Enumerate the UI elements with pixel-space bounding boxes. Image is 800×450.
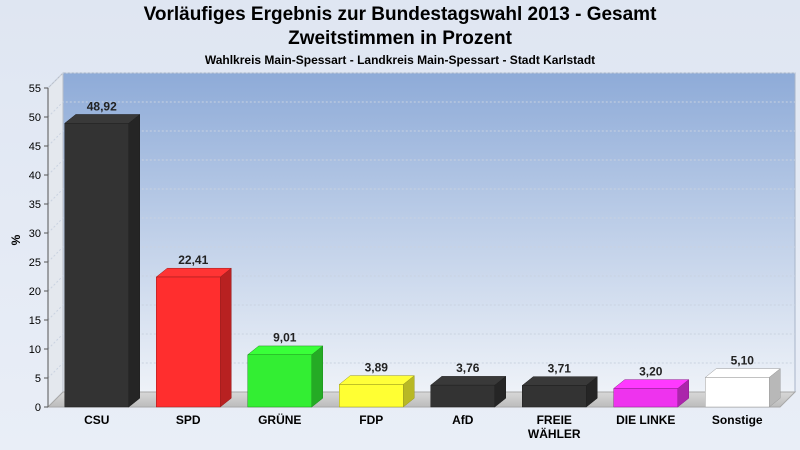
bar-value-label: 3,89 — [365, 360, 389, 374]
bar-4 — [430, 375, 507, 408]
grid-line — [47, 333, 795, 350]
y-tick-label: 35 — [29, 199, 41, 211]
y-axis: 0 5 10 15 20 25 30 35 40 45 50 55% — [9, 83, 49, 414]
x-tick-label: FREIE — [537, 413, 572, 427]
bar-1 — [155, 267, 232, 408]
y-tick-label: 55 — [29, 83, 41, 95]
grid-line — [47, 130, 795, 147]
bar-value-label: 3,20 — [639, 364, 663, 378]
grid-lines — [47, 72, 795, 379]
y-tick-label: 30 — [29, 228, 41, 240]
bar-value-label: 9,01 — [273, 331, 297, 345]
x-tick-label: FDP — [359, 413, 383, 427]
bar-side — [220, 267, 232, 408]
y-tick-label: 0 — [35, 402, 41, 414]
grid-line — [47, 304, 795, 321]
bar-front — [705, 377, 770, 408]
grid-line — [47, 275, 795, 292]
y-axis-label: % — [9, 234, 23, 245]
grid-line — [47, 362, 795, 379]
bar-top — [247, 345, 324, 355]
x-tick-label: CSU — [84, 413, 109, 427]
bar-top — [155, 267, 232, 278]
grid-line — [47, 246, 795, 263]
chart-title-line2: Zweitstimmen in Prozent — [288, 28, 512, 49]
chart-subtitle: Wahlkreis Main-Spessart - Landkreis Main… — [204, 53, 596, 67]
y-tick-label: 45 — [29, 141, 41, 153]
y-tick-label: 20 — [29, 286, 41, 298]
y-tick-label: 25 — [29, 257, 41, 269]
grid-line — [47, 101, 795, 118]
y-tick-label: 40 — [29, 170, 41, 182]
bar-top — [338, 375, 415, 385]
bar-value-label: 3,76 — [456, 361, 480, 375]
x-tick-label: Sonstige — [712, 413, 763, 427]
bar-front — [247, 354, 312, 408]
plot-side-wall — [47, 71, 64, 409]
bar-front — [339, 384, 404, 408]
bar-front — [613, 388, 678, 408]
bar-top — [521, 376, 598, 386]
bar-7 — [704, 368, 781, 408]
bar-front — [430, 384, 495, 408]
bar-top — [613, 379, 690, 389]
x-tick-label: GRÜNE — [258, 412, 301, 427]
grid-line — [47, 72, 795, 89]
bar-3 — [338, 375, 415, 408]
y-tick-label: 50 — [29, 112, 41, 124]
bar-front — [64, 123, 129, 408]
x-tick-label: AfD — [452, 413, 474, 427]
x-tick-label: WÄHLER — [528, 426, 581, 441]
bar-0 — [64, 113, 141, 408]
grid-line — [47, 188, 795, 205]
grid-line — [47, 217, 795, 234]
bar-value-label: 3,71 — [548, 361, 572, 375]
bar-side — [311, 345, 323, 408]
y-tick-label: 10 — [29, 344, 41, 356]
bar-top — [704, 368, 781, 378]
y-tick-label: 15 — [29, 315, 41, 327]
bar-value-label: 48,92 — [87, 99, 117, 113]
bar-top — [64, 114, 141, 124]
x-tick-label: DIE LINKE — [616, 413, 675, 427]
bar-front — [156, 276, 221, 408]
x-tick-label: SPD — [176, 413, 201, 427]
bar-value-label: 5,10 — [731, 353, 755, 367]
bar-side — [128, 113, 140, 408]
bar-value-label: 22,41 — [178, 253, 208, 267]
bar-6 — [613, 379, 690, 408]
bar-top — [430, 376, 507, 386]
y-tick-label: 5 — [35, 373, 41, 385]
bars: 48,92 22,41 9,01 3,89 3,76 3,71 3,20 5,10 — [64, 99, 781, 408]
bar-5 — [521, 376, 598, 408]
chart-title: Vorläufiges Ergebnis zur Bundestagswahl … — [143, 4, 657, 25]
bar-2 — [247, 345, 324, 408]
grid-line — [47, 159, 795, 176]
bar-front — [522, 385, 587, 408]
